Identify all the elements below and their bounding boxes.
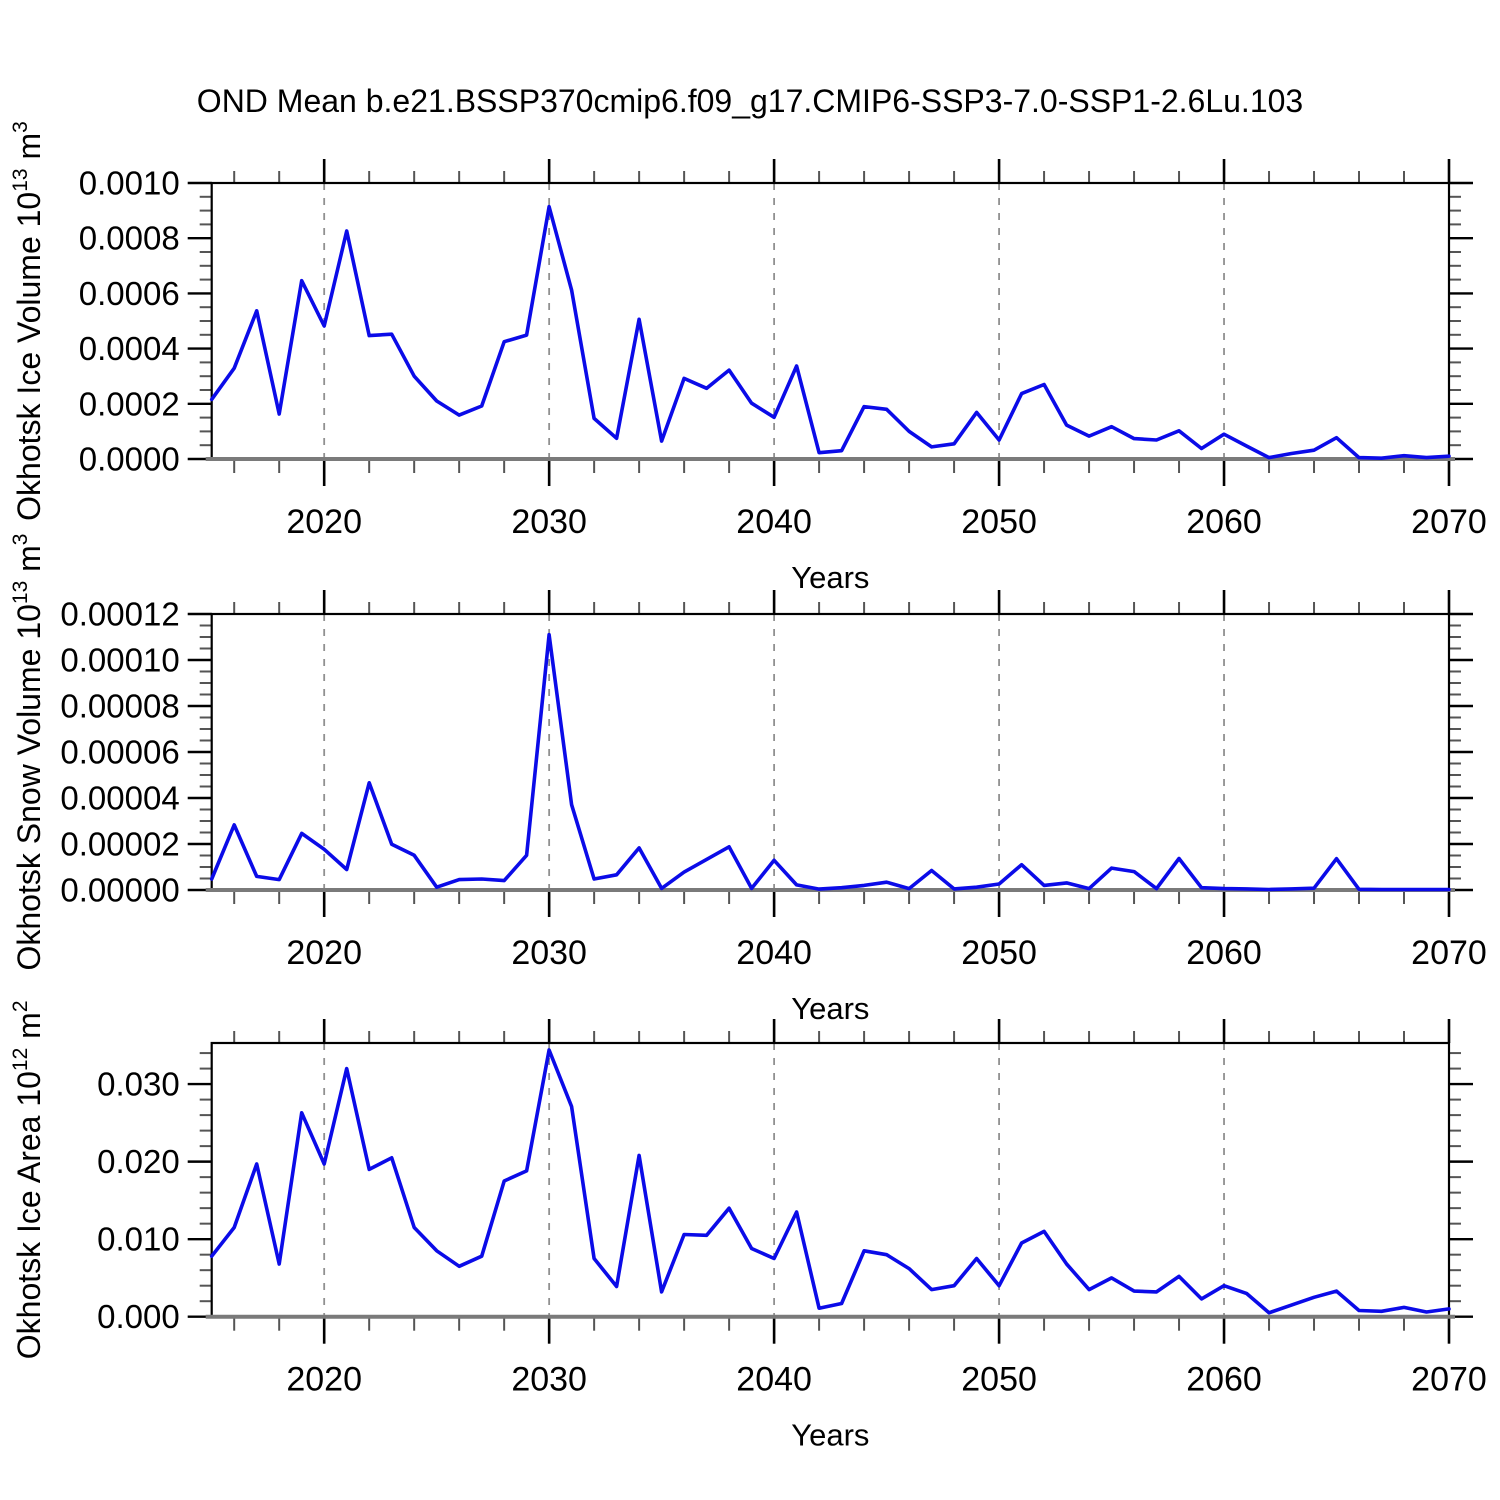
data-line-ice-volume [209,204,1451,461]
x-tick-label: 2070 [1411,503,1487,541]
x-tick-label: 2040 [736,503,812,541]
x-tick-label: 2050 [961,934,1037,972]
y-tick-label: 0.0010 [79,165,180,202]
x-tick-label: 2030 [511,934,587,972]
y-tick-label: 0.030 [97,1066,180,1103]
y-tick-label: 0.00008 [60,688,179,725]
y-tick-label: 0.0002 [79,385,180,422]
y-tick-label: 0.0004 [79,330,180,367]
y-axis-title-text: m [11,133,47,169]
panels-group: 0.00000.00020.00040.00060.00080.00102020… [9,121,1487,1453]
chart-title: OND Mean b.e21.BSSP370cmip6.f09_g17.CMIP… [197,83,1303,119]
y-axis-title-text: Okhotsk Ice Area 10 [11,1071,47,1359]
y-axis-title: Okhotsk Ice Volume 1013 m3 [9,121,47,521]
y-tick-label: 0.00010 [60,642,179,679]
x-tick-label: 2050 [961,1361,1037,1399]
data-line-snow-volume [209,632,1451,892]
x-axis-title: Years [791,1418,869,1453]
y-axis-title-text: Okhotsk Ice Volume 10 [11,192,47,521]
x-tick-label: 2060 [1186,934,1262,972]
x-tick-label: 2030 [511,503,587,541]
y-axis-title: Okhotsk Ice Area 1012 m2 [9,1000,47,1359]
y-tick-label: 0.0006 [79,275,180,312]
y-axis-title-text: m [11,545,47,581]
x-tick-label: 2020 [286,503,362,541]
y-tick-label: 0.0008 [79,220,180,257]
x-tick-label: 2040 [736,934,812,972]
y-axis-title-superscript: 3 [9,121,32,133]
y-tick-label: 0.0000 [79,441,180,478]
y-axis-title-text: Okhotsk Snow Volume 10 [11,604,47,970]
y-axis-title-superscript: 13 [9,168,32,191]
x-tick-label: 2070 [1411,1361,1487,1399]
x-axis-title: Years [791,560,869,595]
x-tick-label: 2030 [511,1361,587,1399]
panel-ice-volume: 0.0000 0.0002 0.0004 0.0006 0.0008 0.0010 2020… [9,121,1487,595]
x-tick-label: 2050 [961,503,1037,541]
y-axis-title-superscript: 3 [9,533,32,545]
x-tick-label: 2040 [736,1361,812,1399]
data-line-ice-area [209,1048,1451,1315]
x-tick-label: 2070 [1411,934,1487,972]
plot-frame [210,181,1451,461]
y-axis-title-text: m [11,1012,47,1048]
y-tick-label: 0.010 [97,1221,180,1258]
y-tick-label: 0.00000 [60,872,179,909]
y-tick-label: 0.00012 [60,596,179,633]
y-axis-title-superscript: 12 [9,1048,32,1071]
y-axis-title-superscript: 13 [9,581,32,604]
panel-snow-volume: 0.00000 0.00002 0.00004 0.00006 0.00008 0.000… [9,533,1487,1026]
x-tick-label: 2060 [1186,1361,1262,1399]
x-tick-label: 2020 [286,1361,362,1399]
y-axis-title: Okhotsk Snow Volume 1013 m3 [9,533,47,970]
x-tick-label: 2020 [286,934,362,972]
y-tick-label: 0.00004 [60,780,179,817]
y-tick-label: 0.00002 [60,826,179,863]
x-tick-label: 2060 [1186,503,1262,541]
y-tick-label: 0.000 [97,1298,180,1335]
y-tick-label: 0.00006 [60,734,179,771]
x-axis-title: Years [791,991,869,1026]
panel-ice-area: 0.000 0.010 0.020 0.030 2020 2030 2040 2050 2060… [9,1000,1487,1452]
y-axis-title-superscript: 2 [9,1000,32,1012]
y-tick-label: 0.020 [97,1143,180,1180]
